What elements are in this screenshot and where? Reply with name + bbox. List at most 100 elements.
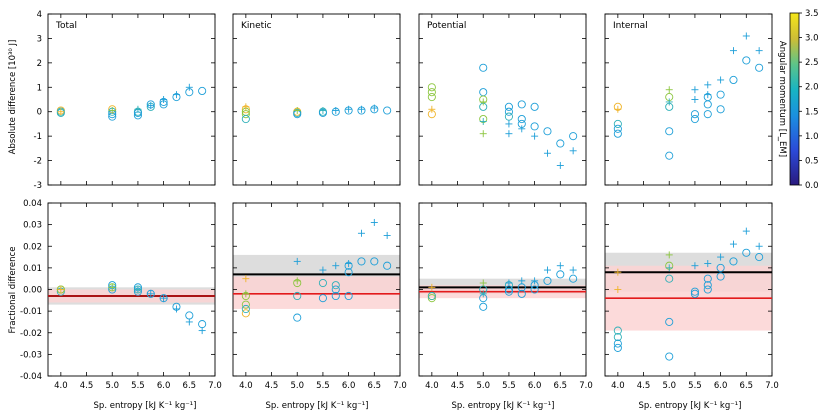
x-tick-label: 7.0 — [393, 381, 407, 391]
data-point-circle — [318, 294, 327, 303]
data-point-circle — [690, 287, 699, 296]
y-tick-label: 4 — [37, 10, 42, 20]
data-point-plus — [614, 105, 622, 113]
data-point-circle — [703, 285, 712, 294]
data-point-circle — [530, 102, 539, 111]
data-point-plus — [729, 240, 737, 248]
data-point-plus — [665, 98, 673, 106]
panel-1: 4 3 2 1 0 -1 -2 -3 Total — [34, 10, 216, 191]
data-point-plus — [717, 76, 725, 84]
data-point-plus — [704, 260, 712, 268]
data-point-plus — [518, 125, 526, 133]
colorbar — [789, 12, 800, 186]
data-point-plus — [543, 266, 551, 274]
data-point-plus — [332, 106, 340, 114]
x-tick-label: 4.0 — [54, 381, 68, 391]
x-tick-label: 5.5 — [688, 381, 702, 391]
data-point-plus — [242, 290, 250, 298]
x-tick-label: 5.5 — [316, 381, 330, 391]
data-point-circle — [185, 311, 194, 320]
data-point-circle — [716, 90, 725, 99]
data-point-circle — [530, 122, 539, 131]
data-point-circle — [427, 291, 436, 301]
data-point-plus — [717, 253, 725, 261]
data-point-plus — [357, 229, 365, 237]
x-tick-label: 4.0 — [239, 381, 253, 391]
data-point-circle — [241, 300, 250, 309]
x-tick-label: 5.0 — [662, 381, 676, 391]
data-point-circle — [427, 83, 436, 92]
data-point-circle — [613, 326, 622, 335]
data-point-plus — [428, 105, 436, 113]
data-point-circle — [613, 119, 622, 128]
data-point-plus — [691, 262, 699, 270]
data-point-circle — [729, 257, 738, 266]
y-tick-label: -3 — [34, 181, 42, 191]
y-tick-label: 0.00 — [23, 286, 42, 296]
data-point-circle — [517, 100, 526, 109]
x-axis-title-3: Sp. entropy [kJ K⁻¹ kg⁻¹] — [452, 401, 555, 411]
data-point-plus — [108, 283, 116, 291]
data-point-circle — [703, 100, 712, 109]
data-point-circle — [479, 88, 488, 97]
data-point-plus — [57, 108, 65, 116]
data-point-plus — [319, 266, 327, 274]
data-point-plus — [556, 161, 564, 169]
data-point-plus — [293, 106, 301, 114]
data-point-plus — [198, 327, 206, 335]
data-point-plus — [428, 283, 436, 291]
data-point-circle — [427, 88, 436, 97]
data-point-circle — [133, 285, 142, 294]
x-tick-label: 4.5 — [451, 381, 465, 391]
data-point-plus — [160, 294, 168, 302]
data-point-circle — [159, 294, 168, 303]
y-tick-label: 0.01 — [23, 264, 42, 274]
data-point-circle — [613, 333, 622, 342]
data-point-plus — [134, 286, 142, 293]
colorbar-tick-label: 3.0 — [805, 34, 819, 44]
data-point-circle — [556, 270, 565, 279]
data-point-circle — [146, 289, 155, 298]
data-point-circle — [569, 274, 578, 283]
data-point-circle — [241, 309, 250, 318]
x-tick-label: 7.0 — [208, 381, 222, 391]
data-point-plus — [479, 290, 487, 298]
x-tick-label: 7.0 — [765, 381, 779, 391]
data-point-circle — [241, 110, 250, 119]
data-point-circle — [613, 124, 622, 133]
data-point-circle — [479, 302, 488, 311]
x-tick-label: 4.5 — [80, 381, 94, 391]
panel-2: Kinetic — [232, 13, 401, 186]
colorbar-tick-label: 1.0 — [805, 132, 819, 142]
data-point-circle — [716, 272, 725, 281]
data-point-circle — [665, 317, 674, 326]
data-point-circle — [613, 129, 622, 138]
data-point-plus — [569, 266, 577, 274]
data-point-circle — [293, 291, 302, 301]
x-tick-label: 6.0 — [157, 381, 171, 391]
data-point-plus — [147, 102, 155, 110]
data-point-plus — [293, 277, 301, 285]
y-tick-label: 0.02 — [23, 242, 42, 252]
x-tick-label: 5.0 — [290, 381, 304, 391]
x-tick-label: 6.0 — [714, 381, 728, 391]
data-point-circle — [344, 291, 353, 301]
panel-5: 0.04 0.03 0.02 0.01 0.00 -0.01 -0.02 -0.03 -0.04… — [20, 199, 222, 391]
data-point-circle — [716, 105, 725, 114]
data-point-circle — [569, 132, 578, 141]
data-point-circle — [504, 112, 513, 121]
data-point-plus — [172, 305, 180, 313]
data-point-plus — [704, 81, 712, 89]
panel-title: Potential — [427, 21, 466, 31]
data-point-circle — [690, 110, 699, 119]
data-point-circle — [690, 289, 699, 298]
panel-frame — [418, 13, 587, 186]
x-tick-label: 5.0 — [476, 381, 490, 391]
y-tick-label: -0.02 — [20, 329, 42, 339]
data-point-plus — [505, 279, 513, 287]
x-tick-label: 6.0 — [528, 381, 542, 391]
data-point-circle — [357, 257, 366, 266]
data-point-circle — [108, 283, 117, 292]
data-point-plus — [345, 260, 353, 268]
data-point-circle — [198, 320, 207, 329]
